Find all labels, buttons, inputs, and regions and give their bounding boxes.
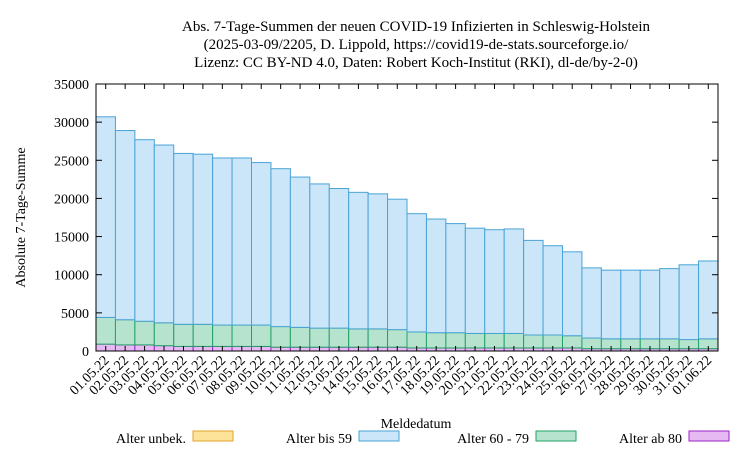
bar-segment: [425, 218, 447, 334]
bar-segment: [95, 116, 116, 318]
y-axis: 0 5000 10000 15000 20000 25000 30000 35000: [54, 78, 718, 360]
bar-segment: [387, 198, 408, 331]
bar-layer: [95, 116, 719, 352]
bar-segment: [212, 324, 233, 347]
legend-swatch: [358, 430, 400, 442]
bar-segment: [659, 268, 680, 340]
bar-segment: [192, 323, 214, 347]
bar-segment: [328, 188, 350, 329]
legend-swatch: [535, 430, 577, 442]
bar-segment: [309, 183, 330, 329]
bar-segment: [484, 229, 505, 334]
bar-segment: [406, 331, 427, 349]
legend-swatch: [192, 430, 234, 442]
bar-segment: [523, 239, 544, 336]
bar-segment: [114, 319, 136, 346]
y-tick-label: 25000: [54, 154, 89, 169]
plot-frame: [95, 83, 719, 352]
legend-label: Alter bis 59: [286, 432, 352, 447]
bar-segment: [231, 157, 252, 326]
bar-segment: [348, 191, 369, 330]
bar-segment: [270, 326, 291, 348]
legend-label: Alter ab 80: [619, 432, 682, 447]
bar-segment: [309, 327, 330, 348]
y-tick-label: 20000: [54, 192, 89, 207]
bar-segment: [484, 332, 505, 349]
bar-segment: [212, 157, 233, 326]
chart-title-line: Abs. 7-Tage-Summen der neuen COVID-19 In…: [182, 19, 651, 35]
x-axis-label: Meldedatum: [381, 417, 452, 432]
y-tick-label: 35000: [54, 78, 89, 93]
bar-segment: [367, 193, 389, 330]
bar-segment: [542, 245, 563, 336]
bar-segment: [251, 162, 272, 326]
y-tick-label: 0: [82, 345, 89, 360]
y-tick-label: 30000: [54, 116, 89, 131]
bar-segment: [173, 152, 194, 325]
bar-segment: [620, 269, 641, 340]
bar-segment: [562, 251, 583, 337]
bar-segment: [153, 144, 175, 324]
bar-segment: [464, 332, 486, 349]
bar-segment: [134, 139, 155, 322]
bar-segment: [639, 269, 661, 340]
bar-segment: [445, 332, 466, 349]
bar-segment: [192, 153, 214, 325]
bar-segment: [503, 332, 525, 349]
bar-segment: [387, 329, 408, 348]
bar-segment: [600, 269, 622, 340]
bar-segment: [153, 322, 175, 347]
bar-segment: [134, 320, 155, 346]
bar-segment: [445, 223, 466, 334]
bar-segment: [231, 324, 252, 347]
bar-segment: [114, 130, 136, 321]
y-tick-label: 5000: [61, 307, 89, 322]
y-tick-label: 10000: [54, 269, 89, 284]
bar-segment: [95, 316, 116, 345]
bar-segment: [581, 267, 602, 339]
y-tick-label: 15000: [54, 231, 89, 246]
chart-title: Abs. 7-Tage-Summen der neuen COVID-19 In…: [182, 19, 651, 71]
y-axis-label: Absolute 7-Tage-Summe: [14, 147, 29, 287]
legend-label: Alter unbek.: [116, 432, 186, 447]
legend: Alter unbek. Alter bis 59 Alter 60 - 79 Alt…: [116, 430, 730, 447]
legend-swatch: [688, 430, 730, 442]
chart-title-line: Lizenz: CC BY-ND 4.0, Daten: Robert Koch…: [194, 55, 638, 71]
bar-segment: [678, 264, 700, 341]
chart-title-line: (2025-03-09/2205, D. Lippold, https://co…: [204, 37, 629, 53]
bar-segment: [328, 327, 350, 348]
legend-label: Alter 60 - 79: [457, 432, 529, 447]
bar-segment: [503, 228, 525, 334]
bar-segment: [251, 324, 272, 347]
bar-segment: [367, 328, 389, 348]
bar-segment: [698, 260, 719, 340]
bar-segment: [464, 227, 486, 334]
bar-segment: [425, 332, 447, 349]
bar-segment: [289, 326, 311, 348]
bar-segment: [173, 323, 194, 347]
bar-segment: [270, 168, 291, 328]
bar-segment: [406, 213, 427, 333]
bar-segment: [289, 176, 311, 328]
bar-segment: [348, 328, 369, 348]
